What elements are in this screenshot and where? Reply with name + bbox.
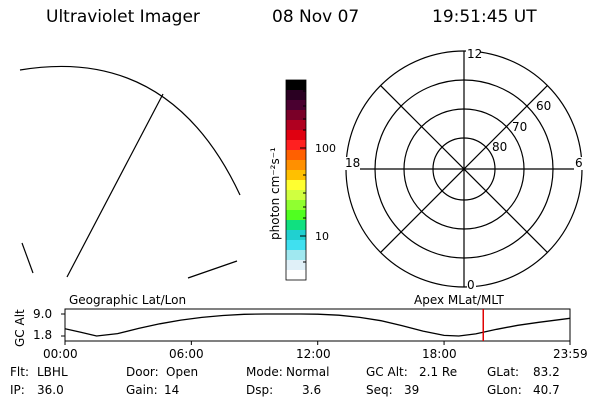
polar-label-bg xyxy=(466,47,480,59)
flt-value: LBHL xyxy=(37,365,68,379)
timeline-xtick-label: 06:00 xyxy=(169,347,204,361)
colorbar-ticks xyxy=(300,90,306,263)
colorbar-band xyxy=(286,150,306,161)
polar-label-bg xyxy=(574,157,583,170)
mlt-label-12: 12 xyxy=(467,47,482,61)
mlt-label-18: 18 xyxy=(345,156,360,170)
glon-label: GLon: xyxy=(487,383,522,397)
map-edge-segment xyxy=(21,242,34,274)
gain-value: 14 xyxy=(164,383,180,397)
time-label: 19:51:45 UT xyxy=(432,7,537,27)
map-meridian-line xyxy=(66,93,164,278)
colorbar-tick-label: 100 xyxy=(315,142,336,155)
polar-label-bg xyxy=(344,157,360,170)
map-terminator-segment xyxy=(187,260,238,279)
colorbar-band xyxy=(286,170,306,181)
instrument-title: Ultraviolet Imager xyxy=(46,7,200,27)
door-value: Open xyxy=(166,365,199,379)
altitude-series-line xyxy=(65,313,570,337)
colorbar-band xyxy=(286,100,306,111)
timeline-ytick-label: 1.8 xyxy=(33,328,52,342)
colorbar-band xyxy=(286,120,306,131)
colorbar-frame xyxy=(285,79,307,281)
ip-label: IP: xyxy=(10,383,25,397)
seq-value: 39 xyxy=(404,383,420,397)
colorbar-band xyxy=(286,230,306,241)
mode-label: Mode: xyxy=(246,365,283,379)
glat-label: GLat: xyxy=(487,365,520,379)
colorbar-band xyxy=(286,250,306,261)
polar-diagonal-line xyxy=(380,85,548,253)
colorbar-band xyxy=(286,220,306,231)
timeline-xtick-label: 23:59 xyxy=(553,347,588,361)
colorbar-band xyxy=(286,240,306,251)
gc-alt-value: 2.1 Re xyxy=(419,365,458,379)
seq-label: Seq: xyxy=(366,383,393,397)
glon-value: 40.7 xyxy=(533,383,560,397)
lat-label-70: 70 xyxy=(512,120,527,134)
polar-label-bg xyxy=(467,278,476,290)
timeline-xtick-label: 12:00 xyxy=(296,347,331,361)
ip-value: 36.0 xyxy=(37,383,64,397)
flt-label: Flt: xyxy=(10,365,29,379)
gc-alt-label: GC Alt: xyxy=(366,365,408,379)
colorbar-band xyxy=(286,190,306,201)
mlt-label-0: 0 xyxy=(467,278,475,292)
colorbar-band xyxy=(286,260,306,271)
timeline-ytick-label: 9.0 xyxy=(33,307,52,321)
timeline-xtick-label: 00:00 xyxy=(43,347,78,361)
timeline-xtick-label: 18:00 xyxy=(422,347,457,361)
colorbar-band xyxy=(286,200,306,211)
colorbar-unit-label: photon cm⁻²s⁻¹ xyxy=(268,147,282,240)
polar-plot xyxy=(345,50,583,288)
dsp-value: 3.6 xyxy=(302,383,322,397)
mode-value: Normal xyxy=(286,365,330,379)
glat-value: 83.2 xyxy=(533,365,560,379)
dsp-label: Dsp: xyxy=(246,383,274,397)
colorbar-band xyxy=(286,90,306,101)
colorbar-band xyxy=(286,270,306,281)
colorbar-band xyxy=(286,80,306,91)
gain-label: Gain: xyxy=(126,383,158,397)
lat-label-60: 60 xyxy=(536,99,551,113)
door-label: Door: xyxy=(126,365,159,379)
timeline-ylabel: GC Alt xyxy=(13,309,27,347)
date-label: 08 Nov 07 xyxy=(272,7,360,27)
colorbar-band xyxy=(286,180,306,191)
colorbar-band xyxy=(286,110,306,121)
timeline-left-title: Geographic Lat/Lon xyxy=(69,293,186,307)
timeline-ticks xyxy=(61,313,571,345)
colorbar-band xyxy=(286,130,306,141)
timeline-right-title: Apex MLat/MLT xyxy=(414,293,504,307)
geographic-map xyxy=(19,65,241,279)
colorbar-band xyxy=(286,140,306,151)
colorbar xyxy=(286,80,306,281)
colorbar-tick-label: 10 xyxy=(315,230,329,243)
map-limb-arc xyxy=(19,65,241,196)
colorbar-band xyxy=(286,160,306,171)
lat-label-80: 80 xyxy=(492,140,507,154)
colorbar-band xyxy=(286,210,306,221)
mlt-label-6: 6 xyxy=(575,156,583,170)
